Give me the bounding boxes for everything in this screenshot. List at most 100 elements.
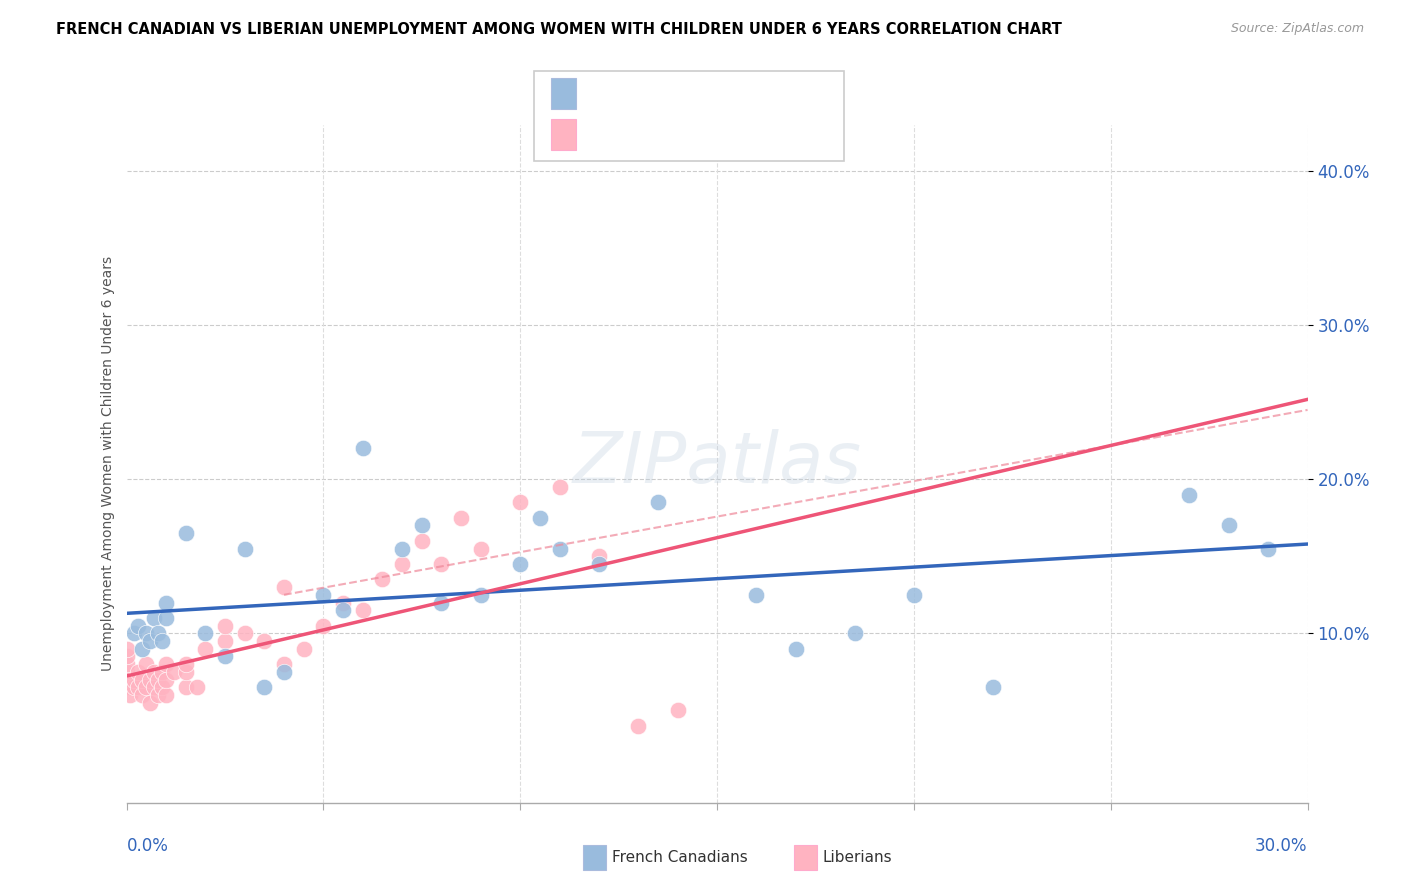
- Point: [785, 641, 807, 656]
- Point: [163, 665, 186, 679]
- Point: [150, 680, 173, 694]
- Point: [174, 680, 197, 694]
- Point: [146, 626, 169, 640]
- Point: [115, 665, 138, 679]
- Point: [588, 549, 610, 564]
- Point: [371, 573, 394, 587]
- Point: [214, 634, 236, 648]
- Point: [115, 649, 138, 664]
- Point: [143, 680, 166, 694]
- Point: [981, 680, 1004, 694]
- Text: R = 0.262: R = 0.262: [588, 84, 671, 103]
- Point: [127, 680, 149, 694]
- Point: [352, 603, 374, 617]
- Text: 0.0%: 0.0%: [127, 837, 169, 855]
- Point: [391, 541, 413, 556]
- Point: [411, 533, 433, 548]
- Point: [139, 634, 162, 648]
- Point: [233, 541, 256, 556]
- Point: [450, 510, 472, 524]
- Point: [391, 557, 413, 571]
- Text: FRENCH CANADIAN VS LIBERIAN UNEMPLOYMENT AMONG WOMEN WITH CHILDREN UNDER 6 YEARS: FRENCH CANADIAN VS LIBERIAN UNEMPLOYMENT…: [56, 22, 1062, 37]
- Text: R = 0.160: R = 0.160: [588, 125, 671, 144]
- Point: [155, 611, 177, 625]
- Point: [292, 641, 315, 656]
- Point: [312, 618, 335, 632]
- Point: [844, 626, 866, 640]
- Point: [332, 603, 354, 617]
- Point: [124, 680, 146, 694]
- Point: [131, 641, 153, 656]
- Point: [903, 588, 925, 602]
- Point: [430, 595, 453, 609]
- Point: [430, 557, 453, 571]
- Point: [186, 680, 208, 694]
- Point: [509, 557, 531, 571]
- Text: N = 53: N = 53: [696, 125, 758, 144]
- Point: [120, 688, 142, 702]
- Point: [411, 518, 433, 533]
- Text: 30.0%: 30.0%: [1256, 837, 1308, 855]
- Point: [135, 626, 157, 640]
- Point: [194, 626, 217, 640]
- Point: [155, 657, 177, 672]
- Point: [120, 680, 142, 694]
- Point: [131, 688, 153, 702]
- Point: [214, 618, 236, 632]
- Point: [155, 688, 177, 702]
- Point: [588, 557, 610, 571]
- Point: [470, 541, 492, 556]
- Point: [127, 665, 149, 679]
- Point: [627, 719, 650, 733]
- Point: [214, 649, 236, 664]
- Text: ZIPatlas: ZIPatlas: [572, 429, 862, 499]
- Point: [548, 480, 571, 494]
- Point: [150, 634, 173, 648]
- Point: [115, 673, 138, 687]
- Point: [139, 673, 162, 687]
- Point: [1178, 488, 1201, 502]
- Y-axis label: Unemployment Among Women with Children Under 6 years: Unemployment Among Women with Children U…: [101, 256, 115, 672]
- Point: [143, 665, 166, 679]
- Point: [135, 680, 157, 694]
- Point: [174, 665, 197, 679]
- Text: Liberians: Liberians: [823, 850, 893, 864]
- Point: [273, 657, 295, 672]
- Point: [115, 641, 138, 656]
- Point: [194, 641, 217, 656]
- Point: [135, 657, 157, 672]
- Point: [124, 626, 146, 640]
- Point: [273, 580, 295, 594]
- Point: [745, 588, 768, 602]
- Point: [509, 495, 531, 509]
- Point: [174, 526, 197, 541]
- Point: [470, 588, 492, 602]
- Point: [647, 495, 669, 509]
- Point: [352, 442, 374, 456]
- Point: [253, 634, 276, 648]
- Point: [143, 611, 166, 625]
- Text: Source: ZipAtlas.com: Source: ZipAtlas.com: [1230, 22, 1364, 36]
- Point: [1257, 541, 1279, 556]
- Point: [146, 688, 169, 702]
- Point: [273, 665, 295, 679]
- Text: N = 36: N = 36: [696, 84, 758, 103]
- Point: [233, 626, 256, 640]
- Point: [150, 665, 173, 679]
- Point: [332, 595, 354, 609]
- Point: [127, 618, 149, 632]
- Point: [529, 510, 551, 524]
- Point: [124, 673, 146, 687]
- Point: [146, 673, 169, 687]
- Point: [174, 657, 197, 672]
- Point: [548, 541, 571, 556]
- Point: [139, 696, 162, 710]
- Point: [1218, 518, 1240, 533]
- Point: [253, 680, 276, 694]
- Point: [312, 588, 335, 602]
- Point: [155, 673, 177, 687]
- Point: [131, 673, 153, 687]
- Point: [666, 703, 689, 717]
- Point: [155, 595, 177, 609]
- Point: [115, 657, 138, 672]
